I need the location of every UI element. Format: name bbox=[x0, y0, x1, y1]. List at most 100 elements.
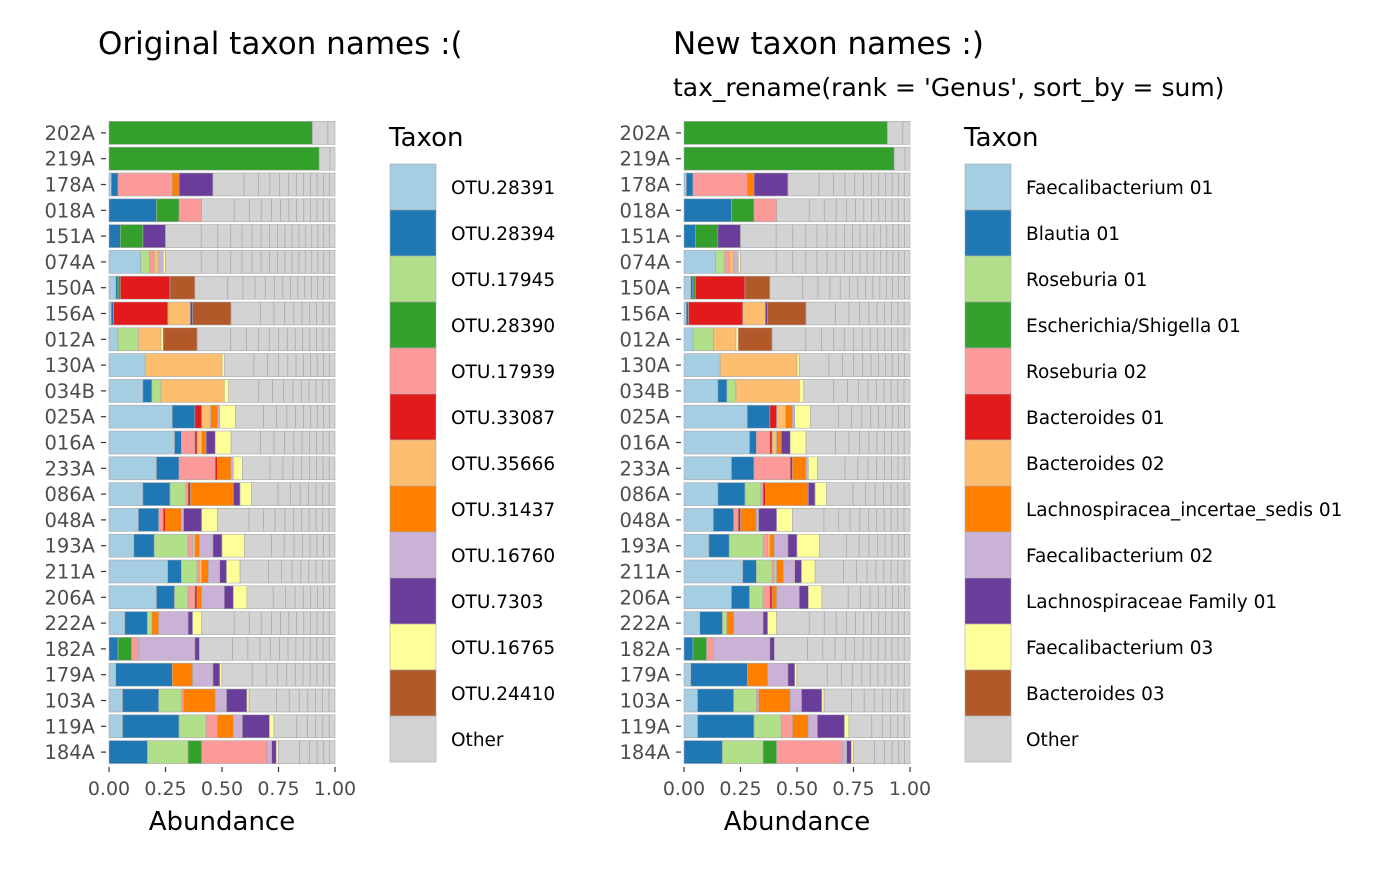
bar-segment bbox=[108, 327, 119, 352]
bar-segment bbox=[742, 301, 766, 326]
bar-segment bbox=[817, 714, 845, 739]
bar-segment bbox=[108, 533, 135, 558]
bar-segment bbox=[226, 688, 248, 713]
bar-segment bbox=[756, 688, 759, 713]
y-tick-label: 048A bbox=[619, 509, 670, 532]
bar-segment bbox=[737, 508, 741, 532]
bar-segment bbox=[205, 430, 216, 455]
bar-segment bbox=[122, 688, 160, 713]
y-tick-label: 151A bbox=[44, 225, 95, 248]
bar-segment bbox=[756, 508, 759, 532]
bar-segment bbox=[214, 430, 232, 455]
y-tick-label: 016A bbox=[619, 432, 670, 455]
bar-segment bbox=[846, 740, 852, 764]
bar-segment bbox=[217, 508, 336, 532]
bar-segment bbox=[814, 559, 911, 584]
y-tick-label: 193A bbox=[619, 535, 670, 558]
bar-segment bbox=[115, 275, 119, 300]
bar-segment bbox=[683, 121, 888, 145]
legend-swatch bbox=[964, 623, 1012, 671]
bar-segment bbox=[787, 533, 798, 558]
bar-segment bbox=[893, 146, 911, 171]
legend-label: OTU.7303 bbox=[451, 592, 543, 613]
bar-segment bbox=[171, 172, 180, 197]
bar-segment bbox=[715, 250, 725, 274]
bar-segment bbox=[108, 637, 119, 661]
bar-segment bbox=[683, 404, 748, 429]
bar-segment bbox=[217, 714, 234, 739]
bar-segment bbox=[733, 250, 739, 274]
legend-swatch bbox=[964, 347, 1012, 395]
bar-segment bbox=[728, 533, 764, 558]
bar-segment bbox=[115, 662, 173, 687]
bar-segment bbox=[138, 327, 162, 352]
y-tick-label: 018A bbox=[44, 199, 95, 222]
bar-segment bbox=[688, 301, 744, 326]
bar-segment bbox=[275, 740, 279, 764]
bar-segment bbox=[108, 714, 123, 739]
legend-swatch bbox=[389, 485, 437, 533]
bar-segment bbox=[694, 275, 746, 300]
bar-segment bbox=[769, 585, 773, 610]
bar-segment bbox=[731, 198, 755, 223]
bar-segment bbox=[174, 430, 182, 455]
bar-segment bbox=[108, 301, 112, 326]
y-tick-label: 222A bbox=[44, 612, 95, 635]
bar-segment bbox=[794, 662, 798, 687]
bar-segment bbox=[683, 379, 719, 403]
bar-segment bbox=[683, 146, 895, 171]
bar-segment bbox=[149, 250, 155, 274]
bar-segment bbox=[178, 198, 202, 223]
bar-segment bbox=[771, 585, 777, 610]
bar-segment bbox=[230, 301, 336, 326]
bar-segment bbox=[120, 224, 144, 248]
y-tick-label: 219A bbox=[619, 148, 670, 171]
legend-label: OTU.31437 bbox=[451, 500, 555, 521]
bar-segment bbox=[737, 250, 741, 274]
bar-segment bbox=[108, 224, 121, 248]
bar-segment bbox=[742, 559, 757, 584]
bar-segment bbox=[819, 533, 911, 558]
bar-segment bbox=[774, 559, 777, 584]
legend-swatch bbox=[389, 393, 437, 441]
bar-segment bbox=[142, 379, 153, 403]
legend-swatch bbox=[964, 531, 1012, 579]
bar-segment bbox=[178, 456, 216, 481]
legend-label: Roseburia 02 bbox=[1026, 362, 1147, 383]
bar-segment bbox=[762, 740, 777, 764]
legend-swatch bbox=[389, 531, 437, 579]
y-tick-label: 184A bbox=[619, 741, 670, 764]
bar-segment bbox=[683, 611, 701, 635]
y-tick-label: 211A bbox=[44, 561, 95, 584]
legend-label: Faecalibacterium 02 bbox=[1026, 546, 1213, 567]
legend-swatch bbox=[964, 485, 1012, 533]
bar-segment bbox=[719, 353, 798, 377]
bar-segment bbox=[722, 611, 728, 635]
bar-segment bbox=[312, 121, 336, 145]
legend-swatch bbox=[389, 623, 437, 671]
bar-segment bbox=[156, 456, 180, 481]
legend-label: OTU.17939 bbox=[451, 362, 555, 383]
bar-segment bbox=[783, 559, 796, 584]
bar-segment bbox=[780, 430, 791, 455]
bar-segment bbox=[735, 379, 800, 403]
bar-segment bbox=[694, 224, 719, 248]
bar-segment bbox=[746, 172, 755, 197]
legend-label: Lachnospiracea_incertae_sedis 01 bbox=[1026, 500, 1342, 521]
legend-label: OTU.24410 bbox=[451, 684, 555, 705]
bar-segment bbox=[169, 275, 196, 300]
bar-segment bbox=[233, 714, 243, 739]
bar-segment bbox=[158, 688, 182, 713]
x-tick-label: 1.00 bbox=[314, 778, 356, 800]
bar-segment bbox=[765, 301, 768, 326]
x-tick-label: 0.50 bbox=[201, 778, 243, 800]
panel-renamed: New taxon names :) tax_rename(rank = 'Ge… bbox=[619, 26, 1342, 837]
bar-segment bbox=[219, 404, 236, 429]
bar-segment bbox=[807, 456, 818, 481]
bar-segment bbox=[699, 611, 723, 635]
y-tick-label: 179A bbox=[619, 664, 670, 687]
bar-segment bbox=[117, 172, 173, 197]
legend-swatch bbox=[964, 209, 1012, 257]
y-tick-label: 182A bbox=[44, 638, 95, 661]
bar-segment bbox=[776, 430, 782, 455]
